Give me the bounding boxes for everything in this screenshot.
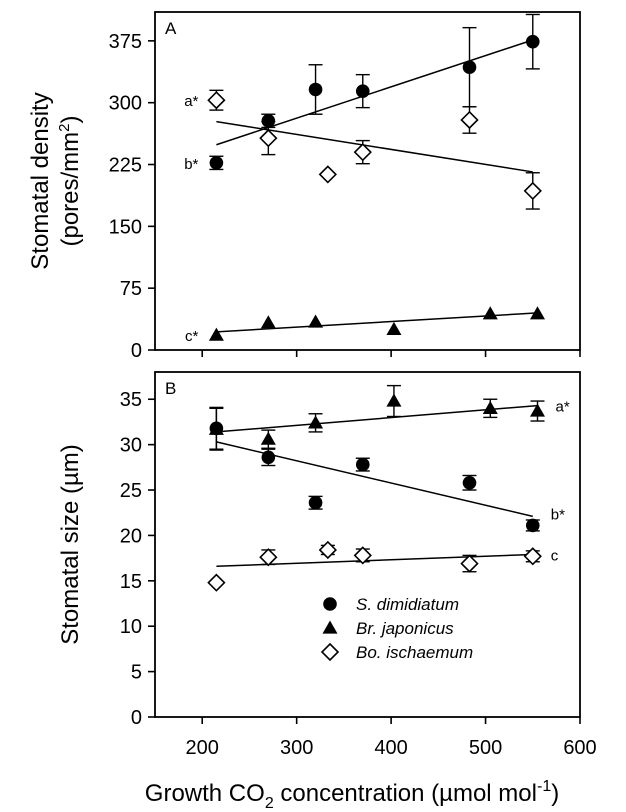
y-tick-label: 0	[131, 707, 142, 729]
panel-a-ylabel: Stomatal density	[27, 92, 54, 269]
xlabel-part: )	[551, 780, 559, 807]
x-tick-label: 600	[563, 737, 596, 759]
y-tick-label: 15	[120, 571, 142, 593]
data-point	[259, 129, 278, 148]
data-point	[259, 548, 278, 567]
data-point	[318, 540, 337, 560]
y-tick-label: 5	[131, 662, 142, 684]
panel-b-series-br-japonicus: a*	[208, 384, 570, 451]
data-point	[482, 306, 498, 320]
panel-b-frame	[154, 371, 581, 718]
data-point	[260, 315, 276, 329]
data-point	[261, 114, 276, 128]
ylabel-part: )	[57, 115, 84, 123]
data-point	[318, 165, 337, 184]
x-tick-label: 300	[280, 737, 313, 759]
legend-label: S. dimidiatum	[356, 595, 459, 614]
data-point	[261, 450, 276, 465]
data-point	[308, 495, 323, 510]
panel-b: B 0 5 10 15 20 25 30 35 Stomatal size (µm) b* a* c	[57, 371, 581, 729]
panel-b-letter: B	[165, 379, 176, 398]
data-point	[260, 431, 276, 445]
xlabel-part: concentration (µmol mol	[274, 780, 537, 807]
data-point	[482, 400, 498, 414]
significance-letter: a*	[556, 399, 570, 416]
x-axis-label: Growth CO2 concentration (µmol mol-1)	[145, 778, 559, 812]
y-tick-label: 300	[109, 93, 142, 115]
xlabel-superscript: -1	[537, 778, 551, 795]
legend-label: Bo. ischaemum	[356, 643, 473, 662]
panel-a-series-s-dimidiatum: b*	[184, 13, 540, 173]
data-point	[386, 393, 402, 407]
data-point	[523, 181, 542, 201]
data-point	[355, 84, 370, 98]
panel-b-ylabel: Stomatal size (µm)	[57, 444, 84, 645]
regression-line	[216, 404, 538, 433]
legend-label: Br. japonicus	[356, 619, 454, 638]
regression-line	[216, 120, 533, 173]
panel-a-frame	[154, 11, 581, 351]
data-point	[355, 457, 370, 472]
data-point	[207, 573, 226, 592]
data-point	[308, 82, 323, 97]
legend-marker	[323, 597, 337, 611]
ylabel-superscript: 2	[56, 123, 73, 131]
significance-letter: b*	[551, 506, 565, 523]
y-tick-label: 75	[120, 278, 142, 300]
data-point	[353, 143, 372, 162]
significance-letter: c	[551, 547, 559, 564]
x-tick-label: 200	[186, 737, 219, 759]
data-point	[353, 546, 372, 565]
data-point	[209, 156, 224, 170]
xlabel-subscript: 2	[265, 795, 274, 812]
panel-b-series-bo-ischaemum: c	[207, 540, 559, 592]
y-tick-label: 375	[109, 31, 142, 53]
panel-a-series-br-japonicus: c*	[185, 306, 545, 345]
panel-a-letter: A	[165, 19, 177, 38]
data-point	[462, 60, 477, 75]
regression-line	[216, 312, 538, 333]
legend-marker	[320, 642, 340, 662]
legend-marker	[322, 620, 338, 634]
data-point	[530, 306, 545, 320]
y-tick-label: 30	[120, 435, 142, 457]
data-point	[208, 421, 224, 435]
panel-a-series-bo-ischaemum: a*	[184, 89, 542, 210]
y-tick-label: 20	[120, 525, 142, 547]
panel-a: A 0 75 150 225 300 375 Stomatal density (pores/m…	[27, 11, 581, 362]
data-point	[208, 327, 224, 341]
data-point	[523, 547, 542, 566]
data-point	[460, 554, 479, 573]
data-point	[308, 314, 324, 328]
panel-b-series-s-dimidiatum: b*	[209, 406, 565, 533]
data-point	[462, 475, 477, 490]
data-point	[207, 91, 226, 110]
x-tick-label: 400	[374, 737, 407, 759]
legend: S. dimidiatum Br. japonicus Bo. ischaemum	[320, 595, 473, 662]
panel-a-ylabel-units: (pores/mm2)	[56, 115, 84, 246]
data-point	[525, 34, 540, 49]
data-point	[525, 518, 540, 533]
data-point	[386, 321, 402, 336]
data-point	[460, 110, 479, 130]
y-tick-label: 0	[131, 340, 142, 362]
significance-letter: b*	[184, 156, 198, 173]
significance-letter: c*	[185, 328, 199, 345]
data-point	[530, 403, 545, 417]
y-tick-label: 225	[109, 155, 142, 177]
ylabel-part: (pores/mm	[57, 132, 84, 247]
significance-letter: a*	[184, 93, 198, 110]
y-tick-label: 150	[109, 216, 142, 238]
x-tick-label: 500	[469, 737, 502, 759]
xlabel-part: Growth CO	[145, 780, 265, 807]
y-tick-label: 25	[120, 480, 142, 502]
y-tick-label: 10	[120, 616, 142, 638]
y-tick-label: 35	[120, 389, 142, 411]
data-point	[308, 415, 324, 429]
